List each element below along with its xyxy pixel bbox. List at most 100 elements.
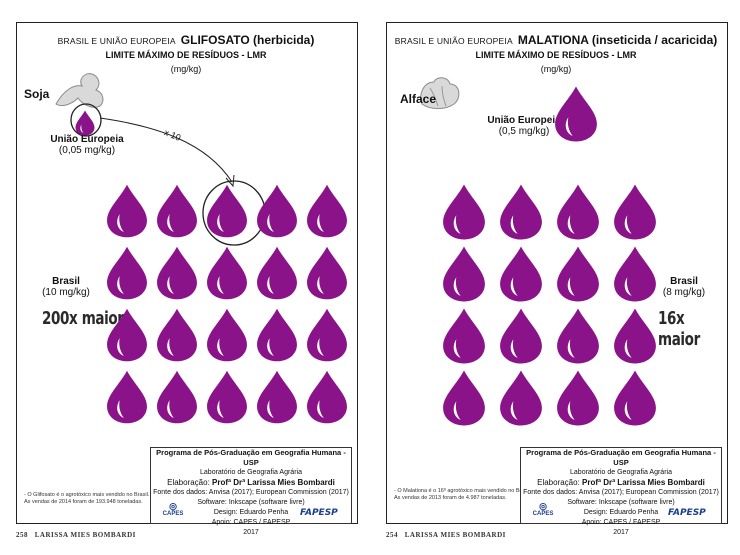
capes-symbol-icon: ◎ xyxy=(539,501,547,511)
left-brazil-drop-icon xyxy=(157,308,197,362)
right-times-label: 16x maior xyxy=(658,308,700,350)
right-brazil-drop-icon xyxy=(557,370,599,426)
left-brazil-value: (10 mg/kg) xyxy=(42,287,90,298)
left-credits-lab: Laboratório de Geografia Agrária xyxy=(200,469,302,476)
left-brazil-drop-icon xyxy=(207,184,247,238)
left-capes-logo: ◎ CAPES xyxy=(160,501,186,518)
right-eu-name: União Europeia xyxy=(487,115,561,126)
left-footnote: - O Glifosato é o agrotóxico mais vendid… xyxy=(24,492,150,505)
left-credits-software: Software: Inkscape (software livre) xyxy=(197,499,305,506)
left-subtitle: LIMITE MÁXIMO DE RESÍDUOS - LMR xyxy=(105,50,267,60)
left-unit: (mg/kg) xyxy=(170,64,202,74)
right-title: BRASIL E UNIÃO EUROPEIA MALATIONA (inset… xyxy=(386,33,726,47)
left-fapesp-logo: FAPESP xyxy=(300,508,338,518)
left-brazil-drop-icon xyxy=(107,246,147,300)
right-brazil-drop-icon xyxy=(557,246,599,302)
right-footnote: - O Malationa é o 16º agrotóxico mais ve… xyxy=(394,488,532,501)
right-brazil-drop-icon xyxy=(557,308,599,364)
right-subtitle: LIMITE MÁXIMO DE RESÍDUOS - LMR xyxy=(475,50,637,60)
right-brazil-drop-icon xyxy=(500,370,542,426)
left-credits-box: Programa de Pós-Graduação em Geografia H… xyxy=(150,447,352,536)
right-credits-box: Programa de Pós-Graduação em Geografia H… xyxy=(520,447,722,536)
right-eu-drop-icon xyxy=(555,86,597,142)
right-brazil-drop-icon xyxy=(614,308,656,364)
left-eu-drop-icon xyxy=(75,110,95,136)
left-brazil-drop-icon xyxy=(307,246,347,300)
right-credits-elab-label: Elaboração: xyxy=(537,478,580,487)
right-brazil-drop-icon xyxy=(614,246,656,302)
left-page-number-value: 258 xyxy=(16,531,28,539)
left-title-prefix: BRASIL E UNIÃO EUROPEIA xyxy=(57,36,176,46)
left-credits-elab-name: Profª Drª Larissa Mies Bombardi xyxy=(212,478,335,487)
right-unit: (mg/kg) xyxy=(540,64,572,74)
right-credits-design: Design: Eduardo Penha xyxy=(583,509,659,516)
left-credits-year: 2017 xyxy=(243,529,259,536)
right-crop-label: Alface xyxy=(400,92,437,106)
left-times-label: 200x maior xyxy=(42,308,124,329)
right-running-head: LARISSA MIES BOMBARDI xyxy=(404,531,506,539)
left-page: BRASIL E UNIÃO EUROPEIA GLIFOSATO (herbi… xyxy=(16,0,366,539)
right-eu-label: União Europeia (0,5 mg/kg) xyxy=(484,115,564,137)
left-brazil-drop-icon xyxy=(107,184,147,238)
left-brazil-name: Brasil xyxy=(52,276,80,287)
left-title: BRASIL E UNIÃO EUROPEIA GLIFOSATO (herbi… xyxy=(16,33,356,47)
left-credits-design: Design: Eduardo Penha xyxy=(213,509,289,516)
right-credits-year: 2017 xyxy=(613,529,629,536)
left-page-number: 258 LARISSA MIES BOMBARDI xyxy=(16,531,136,539)
right-brazil-name: Brasil xyxy=(670,276,698,287)
right-brazil-drop-icon xyxy=(443,308,485,364)
right-title-substance: MALATIONA (inseticida / acaricida) xyxy=(517,33,718,47)
right-fapesp-logo: FAPESP xyxy=(668,508,706,518)
left-brazil-drop-icon xyxy=(257,308,297,362)
left-brazil-drop-icon xyxy=(307,308,347,362)
left-brazil-drop-icon xyxy=(207,370,247,424)
left-credits-support: Apoio: CAPES / FAPESP xyxy=(211,519,291,526)
right-credits-software: Software: Inkscape (software livre) xyxy=(567,499,675,506)
left-brazil-label: Brasil (10 mg/kg) xyxy=(36,276,96,298)
left-brazil-drop-icon xyxy=(257,184,297,238)
right-title-prefix: BRASIL E UNIÃO EUROPEIA xyxy=(394,36,513,46)
right-credits-lab: Laboratório de Geografia Agrária xyxy=(570,469,672,476)
right-credits-elaboration: Elaboração: Profª Drª Larissa Mies Bomba… xyxy=(521,478,721,488)
left-capes-text: CAPES xyxy=(162,511,184,517)
right-brazil-value: (8 mg/kg) xyxy=(662,287,706,298)
left-brazil-drop-icon xyxy=(207,308,247,362)
right-brazil-drop-icon xyxy=(443,246,485,302)
left-brazil-drop-icon xyxy=(257,370,297,424)
right-credits-elab-name: Profª Drª Larissa Mies Bombardi xyxy=(582,478,705,487)
right-capes-logo: ◎ CAPES xyxy=(530,501,556,518)
soy-plant-icon xyxy=(55,73,104,108)
right-eu-value: (0,5 mg/kg) xyxy=(498,126,550,137)
capes-symbol-icon: ◎ xyxy=(169,501,177,511)
right-brazil-drop-icon xyxy=(443,184,485,240)
right-brazil-drop-icon xyxy=(500,246,542,302)
right-page-number-value: 254 xyxy=(386,531,398,539)
left-credits-sources: Fonte dos dados: Anvisa (2017); European… xyxy=(153,489,349,496)
left-eu-highlight-circle xyxy=(70,103,102,137)
left-credits-program: Programa de Pós-Graduação em Geografia H… xyxy=(156,448,346,467)
right-brazil-drop-icon xyxy=(443,370,485,426)
right-brazil-drop-icon xyxy=(557,184,599,240)
right-brazil-drop-icon xyxy=(614,184,656,240)
left-brazil-drop-icon xyxy=(107,370,147,424)
right-credits-support: Apoio: CAPES / FAPESP xyxy=(581,519,661,526)
right-credits-program: Programa de Pós-Graduação em Geografia H… xyxy=(526,448,716,467)
left-brazil-drop-icon xyxy=(107,308,147,362)
left-brazil-drop-icon xyxy=(207,246,247,300)
left-brazil-drop-icon xyxy=(257,246,297,300)
left-brazil-drop-icon xyxy=(157,184,197,238)
right-credits-sources: Fonte dos dados: Anvisa (2017); European… xyxy=(523,489,719,496)
left-title-substance: GLIFOSATO (herbicida) xyxy=(180,33,315,47)
right-brazil-drop-icon xyxy=(614,370,656,426)
left-brazil-drop-icon xyxy=(307,370,347,424)
right-brazil-drop-icon xyxy=(500,184,542,240)
left-credits-elaboration: Elaboração: Profª Drª Larissa Mies Bomba… xyxy=(151,478,351,488)
left-brazil-drop-icon xyxy=(157,246,197,300)
left-eu-name: União Europeia xyxy=(50,134,124,145)
left-crop-label: Soja xyxy=(24,87,50,101)
right-capes-text: CAPES xyxy=(532,511,554,517)
lettuce-icon xyxy=(420,77,460,109)
left-eu-value: (0,05 mg/kg) xyxy=(58,145,116,156)
left-credits-elab-label: Elaboração: xyxy=(167,478,210,487)
left-running-head: LARISSA MIES BOMBARDI xyxy=(34,531,136,539)
